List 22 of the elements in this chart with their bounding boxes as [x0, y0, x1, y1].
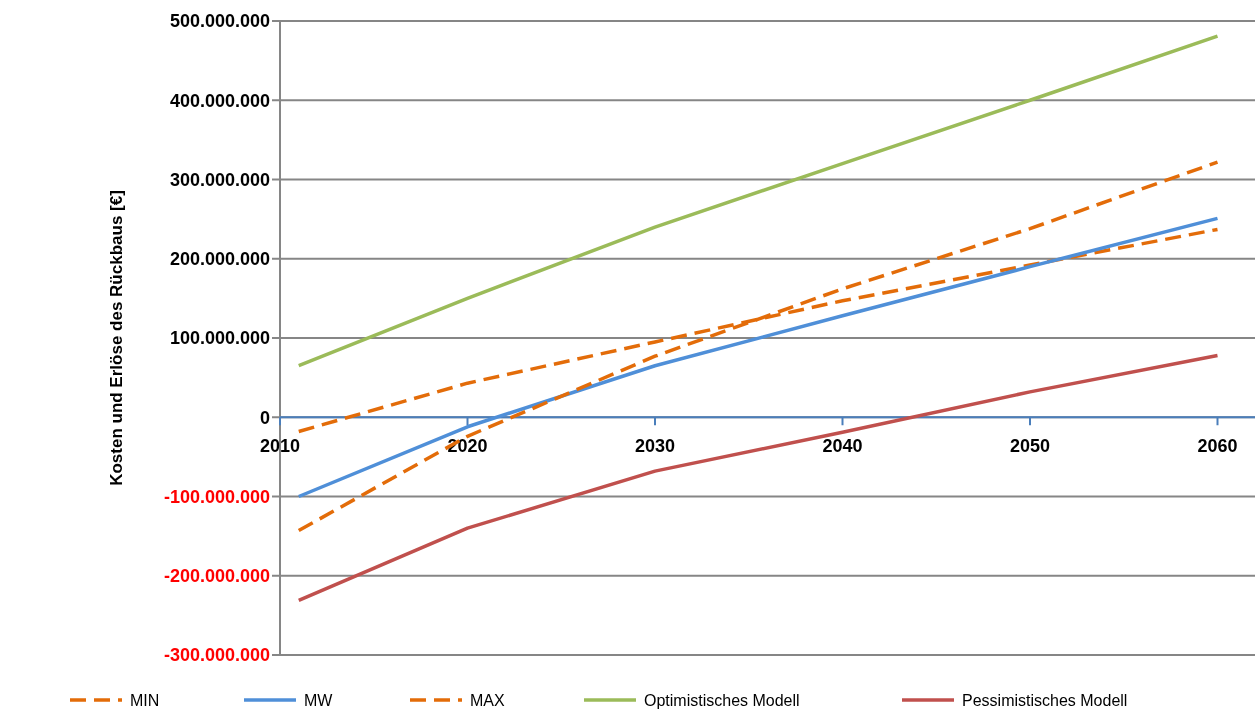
- x-tick-label: 2020: [447, 436, 488, 457]
- y-tick-label: -100.000.000: [163, 486, 270, 507]
- y-tick-label: 400.000.000: [169, 90, 270, 111]
- legend-label: Pessimistisches Modell: [962, 691, 1128, 709]
- x-tick-label: 2050: [1009, 436, 1051, 457]
- x-tick-label: 2040: [822, 436, 863, 457]
- x-tick-label: 2030: [634, 436, 676, 457]
- legend-label: Optimistisches Modell: [644, 691, 800, 709]
- x-tick-label: 2010: [259, 436, 301, 457]
- y-axis-title: Kosten und Erlöse des Rückbaus [€]: [107, 190, 126, 486]
- y-tick-label: -200.000.000: [163, 566, 270, 587]
- legend-label: MIN: [130, 691, 160, 709]
- legend-label: MW: [304, 691, 334, 709]
- y-tick-label: 0: [259, 407, 270, 428]
- y-tick-label: 300.000.000: [169, 169, 270, 190]
- y-tick-label: 200.000.000: [169, 249, 270, 270]
- y-tick-label: -300.000.000: [163, 645, 270, 666]
- y-tick-label: 500.000.000: [169, 11, 270, 32]
- line-series: [297, 34, 1220, 368]
- x-tick-label: 2060: [1197, 436, 1238, 457]
- legend-label: MAX: [470, 691, 505, 709]
- y-tick-label: 100.000.000: [169, 328, 270, 349]
